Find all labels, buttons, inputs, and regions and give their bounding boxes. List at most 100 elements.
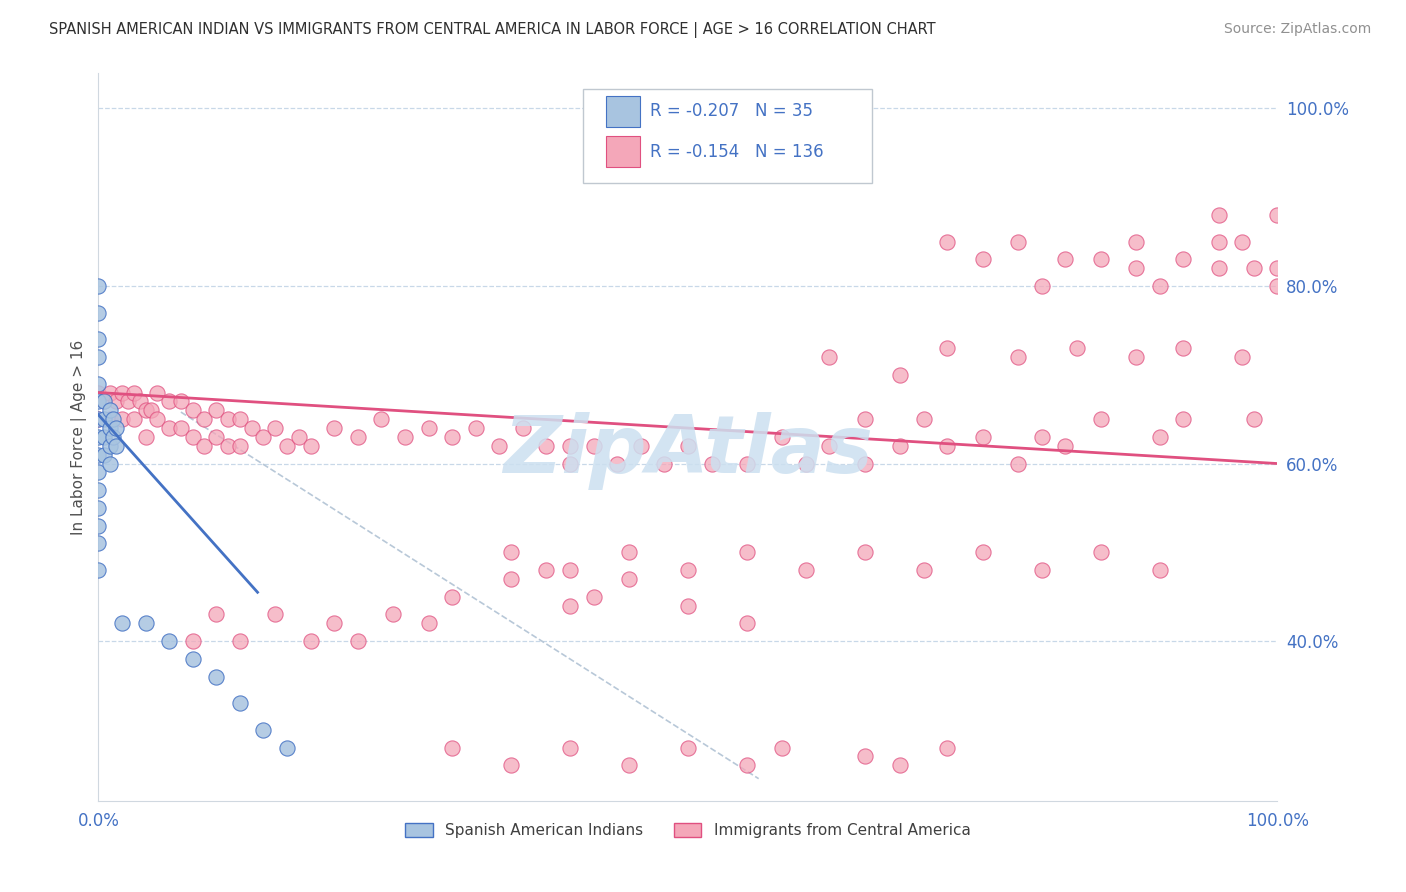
Point [229, 412, 252, 426]
Point [972, 252, 994, 267]
Point [700, 457, 723, 471]
Point [146, 412, 169, 426]
Point [735, 457, 758, 471]
Point [1090, 252, 1112, 267]
Point [87, 376, 110, 391]
Point [1007, 350, 1029, 364]
Point [157, 394, 180, 409]
Point [617, 545, 640, 559]
Point [676, 439, 699, 453]
Point [87, 483, 110, 498]
Point [111, 616, 134, 631]
Point [181, 634, 204, 648]
Point [676, 740, 699, 755]
Point [229, 634, 252, 648]
Point [1125, 350, 1147, 364]
Point [441, 430, 464, 444]
Point [87, 448, 110, 462]
Point [93, 412, 115, 426]
Point [558, 599, 581, 613]
Point [1090, 545, 1112, 559]
Point [382, 607, 405, 622]
Point [346, 430, 368, 444]
Point [252, 430, 274, 444]
Point [134, 403, 156, 417]
Point [87, 466, 110, 480]
Point [105, 421, 128, 435]
Point [128, 394, 150, 409]
Point [1243, 261, 1265, 276]
Point [205, 430, 228, 444]
Point [1125, 261, 1147, 276]
Point [276, 439, 298, 453]
Point [323, 421, 346, 435]
Point [111, 385, 134, 400]
Point [1230, 235, 1253, 249]
Point [394, 430, 416, 444]
Text: R = -0.154   N = 136: R = -0.154 N = 136 [650, 143, 823, 161]
Point [512, 421, 534, 435]
Point [134, 616, 156, 631]
Point [536, 563, 558, 577]
Point [676, 563, 699, 577]
Point [170, 394, 193, 409]
Point [536, 439, 558, 453]
Point [87, 332, 110, 346]
Point [889, 368, 911, 382]
Point [98, 457, 121, 471]
Point [1230, 350, 1253, 364]
Point [972, 430, 994, 444]
Point [93, 430, 115, 444]
Point [654, 457, 676, 471]
Point [101, 412, 124, 426]
Point [770, 740, 793, 755]
Point [101, 430, 124, 444]
Point [1173, 412, 1195, 426]
Point [853, 545, 876, 559]
Point [889, 758, 911, 772]
Point [252, 723, 274, 737]
Point [794, 457, 817, 471]
Point [217, 439, 239, 453]
Point [853, 749, 876, 764]
Point [93, 394, 115, 409]
Point [346, 634, 368, 648]
Point [87, 279, 110, 293]
Point [134, 430, 156, 444]
Point [558, 563, 581, 577]
Point [1149, 279, 1171, 293]
Point [1149, 563, 1171, 577]
Point [87, 412, 110, 426]
Point [441, 740, 464, 755]
Point [936, 341, 959, 355]
Text: ZipAtlas: ZipAtlas [503, 412, 873, 491]
Point [818, 350, 841, 364]
Point [582, 439, 605, 453]
Point [1054, 252, 1077, 267]
Point [157, 421, 180, 435]
Point [264, 421, 287, 435]
Point [87, 394, 110, 409]
Point [288, 430, 311, 444]
Point [936, 439, 959, 453]
Point [441, 590, 464, 604]
Point [1267, 261, 1289, 276]
Point [889, 439, 911, 453]
Point [499, 572, 522, 586]
Text: SPANISH AMERICAN INDIAN VS IMMIGRANTS FROM CENTRAL AMERICA IN LABOR FORCE | AGE : SPANISH AMERICAN INDIAN VS IMMIGRANTS FR… [49, 22, 936, 38]
Point [1054, 439, 1077, 453]
Point [1125, 235, 1147, 249]
Point [229, 439, 252, 453]
Point [87, 412, 110, 426]
Point [558, 439, 581, 453]
Point [181, 430, 204, 444]
Point [93, 448, 115, 462]
Point [499, 758, 522, 772]
Point [205, 670, 228, 684]
Point [205, 607, 228, 622]
Point [582, 590, 605, 604]
Point [617, 572, 640, 586]
Point [87, 563, 110, 577]
Point [370, 412, 392, 426]
Point [240, 421, 263, 435]
